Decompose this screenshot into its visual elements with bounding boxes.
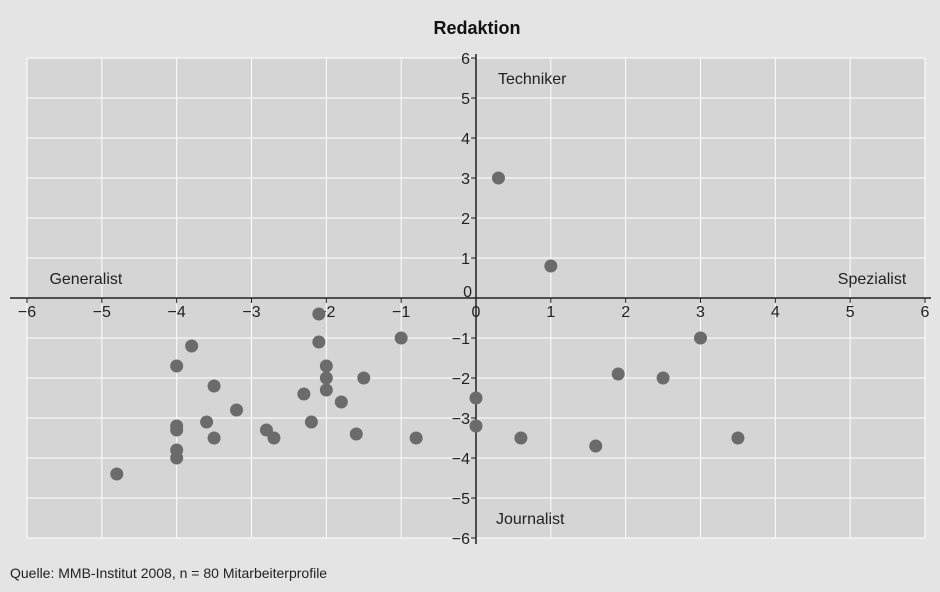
source-note: Quelle: MMB-Institut 2008, n = 80 Mitarb… [10, 565, 328, 581]
axes [10, 54, 931, 544]
data-point [267, 431, 281, 445]
y-tick-label: 3 [461, 171, 470, 188]
x-tick-label: −5 [93, 304, 111, 321]
data-point [589, 439, 603, 453]
quadrant-label-right: Spezialist [838, 271, 907, 288]
data-point [357, 371, 371, 385]
y-tick-label: −2 [452, 371, 470, 388]
data-point [170, 451, 184, 465]
y-tick-label: 2 [461, 211, 470, 228]
x-tick-label: −4 [168, 304, 186, 321]
y-tick-label: −5 [452, 491, 470, 508]
x-tick-label: 1 [546, 304, 555, 321]
x-tick-label: 3 [696, 304, 705, 321]
chart-title: Redaktion [433, 18, 520, 38]
y-tick-label: −1 [452, 331, 470, 348]
x-tick-label: 2 [621, 304, 630, 321]
y-tick-labels: 6 5 4 3 2 1 −1 −2 −3 −4 −5 −6 0 [452, 51, 472, 548]
data-point [312, 307, 326, 321]
x-tick-label: −1 [392, 304, 410, 321]
y-tick-label: 5 [461, 91, 470, 108]
data-point [110, 467, 124, 481]
data-point [731, 431, 745, 445]
y-tick-label: −3 [452, 411, 470, 428]
data-point [409, 431, 423, 445]
data-point [319, 371, 333, 385]
data-point [170, 359, 184, 373]
x-tick-label: −6 [18, 304, 36, 321]
quadrant-label-bottom: Journalist [496, 511, 565, 528]
data-point [230, 403, 244, 417]
data-point [611, 367, 625, 381]
y-tick-label: −6 [452, 531, 470, 548]
data-point [514, 431, 528, 445]
y-tick-label: −4 [452, 451, 470, 468]
data-points [110, 171, 745, 481]
quadrant-label-top: Techniker [498, 71, 567, 88]
data-point [170, 423, 184, 437]
quadrant-label-left: Generalist [49, 271, 122, 288]
x-tick-label: 4 [771, 304, 780, 321]
y-tick-label: 6 [461, 51, 470, 68]
x-tick-label: 6 [921, 304, 930, 321]
data-point [200, 415, 214, 429]
data-point [207, 379, 221, 393]
data-point [319, 383, 333, 397]
data-point [656, 371, 670, 385]
data-point [469, 391, 483, 405]
data-point [334, 395, 348, 409]
data-point [207, 431, 221, 445]
y-tick-label: 0 [463, 284, 472, 301]
data-point [544, 259, 558, 273]
y-tick-label: 4 [461, 131, 470, 148]
data-point [304, 415, 318, 429]
data-point [312, 335, 326, 349]
data-point [297, 387, 311, 401]
x-tick-label: 5 [846, 304, 855, 321]
y-tick-label: 1 [461, 251, 470, 268]
data-point [469, 419, 483, 433]
data-point [349, 427, 363, 441]
data-point [491, 171, 505, 185]
scatter-chart: Redaktion −6 −5 −4 −3 −2 −1 0 1 2 3 4 5 6 654321−1−2… [10, 18, 931, 548]
data-point [185, 339, 199, 353]
data-point [394, 331, 408, 345]
data-point [319, 359, 333, 373]
data-point [694, 331, 707, 345]
x-tick-label: 0 [472, 304, 481, 321]
x-tick-label: −3 [242, 304, 260, 321]
